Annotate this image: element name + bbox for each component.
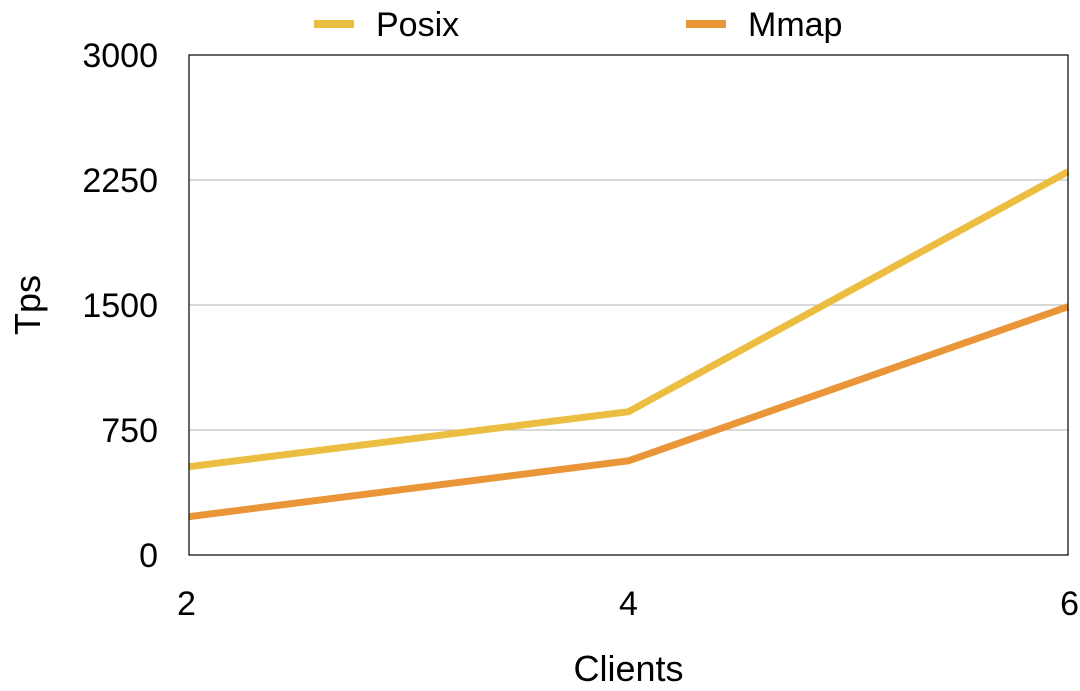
x-tick-labels: 2 4 6 (177, 585, 1079, 623)
y-tick-label: 750 (101, 412, 158, 450)
x-tick-label: 4 (619, 585, 638, 623)
series-lines (188, 168, 1070, 521)
legend-label-posix: Posix (376, 6, 459, 44)
series-line-posix (188, 168, 1070, 471)
y-tick-label: 1500 (82, 287, 158, 325)
legend-label-mmap: Mmap (748, 6, 842, 44)
series-line-mmap (188, 303, 1070, 521)
x-axis-label: Clients (573, 648, 683, 689)
y-tick-label: 3000 (82, 37, 158, 75)
y-axis-label: Tps (7, 275, 48, 335)
plot-frame (188, 54, 1069, 556)
x-tick-label: 2 (177, 585, 196, 623)
gridlines (189, 179, 1068, 431)
legend: Posix Mmap (314, 6, 842, 44)
y-tick-label: 2250 (82, 162, 158, 200)
y-tick-labels: 0 750 1500 2250 3000 (82, 37, 158, 575)
x-tick-label: 6 (1060, 585, 1079, 623)
y-tick-label: 0 (139, 537, 158, 575)
